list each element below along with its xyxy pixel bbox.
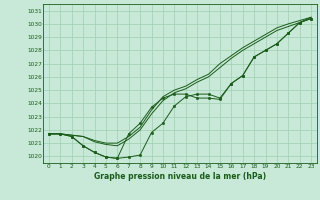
X-axis label: Graphe pression niveau de la mer (hPa): Graphe pression niveau de la mer (hPa)	[94, 172, 266, 181]
